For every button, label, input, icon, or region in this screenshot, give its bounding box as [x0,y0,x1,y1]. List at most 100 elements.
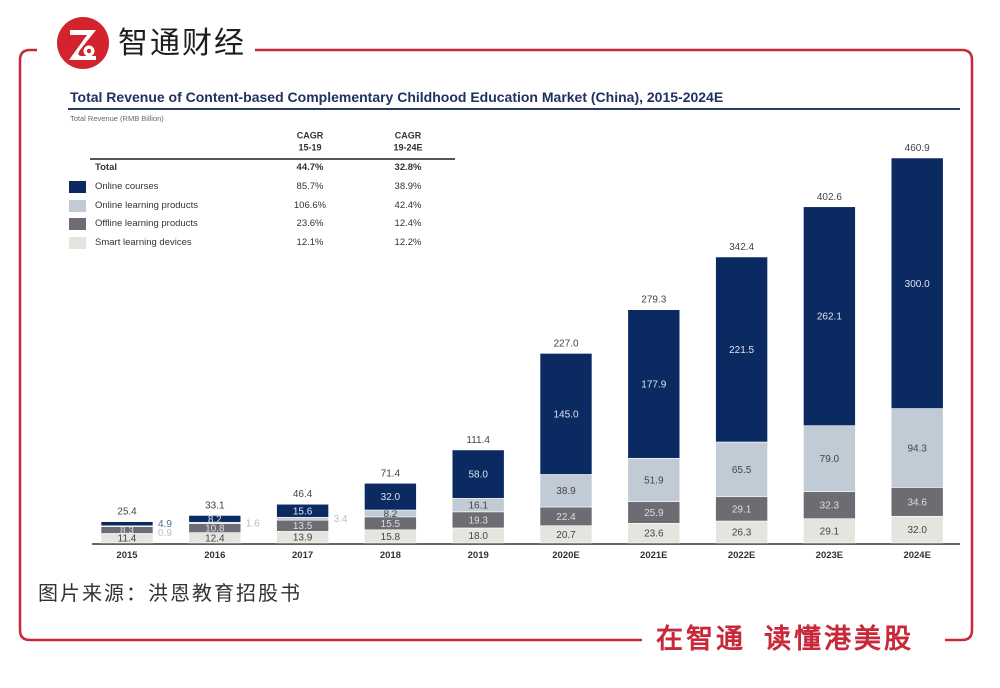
x-tick-label: 2015 [116,550,138,561]
segment-value-label: 34.6 [907,497,927,508]
cagr-col2-line2: 19-24E [393,142,423,153]
segment-value-label: 177.9 [641,379,666,390]
bar-segment-online-learning-products [539,474,593,508]
cagr-col2-line1: CAGR [394,130,422,141]
legend-label: Smart learning devices [95,236,192,248]
segment-value-label: 22.4 [556,512,576,523]
segment-value-label: 16.1 [468,501,488,512]
bar-segment-online-courses [890,157,944,409]
bar-segment-offline-learning-products [715,496,768,522]
x-tick-label: 2017 [292,550,313,561]
x-tick-label: 2024E [903,550,930,561]
segment-value-label: 221.5 [729,345,754,356]
legend-swatch [69,181,86,193]
segment-value-label: 12.4 [205,533,225,544]
segment-value-label: 8.2 [208,514,222,525]
brand-slogan: 在智通 读懂港美股 [650,622,920,658]
frame-left-border [18,48,642,642]
segment-value-label-outside: 3.4 [334,514,348,525]
bar-segment-online-courses [188,515,242,523]
segment-value-label: 94.3 [907,443,927,454]
cagr-19-24e: 12.4% [394,218,422,229]
bar-segment-online-courses [539,353,593,475]
cagr-19-24e: 12.2% [394,236,422,248]
segment-value-label: 26.3 [732,528,752,539]
bar-segment-online-courses [100,521,154,527]
x-tick-label: 2018 [380,550,401,561]
total-value-label: 71.4 [381,468,401,479]
segment-value-label: 8.2 [383,509,397,520]
x-tick-label: 2016 [204,550,225,561]
bar-segment-online-learning-products [890,408,944,488]
segment-value-label: 25.9 [644,508,664,519]
y-axis-label: Total Revenue (RMB Billion) [70,114,164,123]
bar-segment-online-courses [364,482,417,511]
total-value-label: 227.0 [553,338,578,349]
chart-title: Total Revenue of Content-based Complemen… [70,89,724,105]
segment-value-label: 32.0 [381,492,401,503]
segment-value-label: 58.0 [468,470,488,481]
total-value-label: 33.1 [205,500,225,511]
total-value-label: 460.9 [905,143,930,154]
bar-segment-online-learning-products [627,457,681,502]
segment-value-label-outside: 0.9 [158,528,172,539]
bar-segment-smart-learning-devices [890,515,944,544]
segment-value-label: 29.1 [820,526,840,537]
total-value-label: 25.4 [117,507,137,518]
segment-value-label: 300.0 [905,279,930,290]
zhitong-logo-icon [57,17,109,69]
segment-value-label: 23.6 [644,529,664,540]
legend-swatch [69,218,86,230]
segment-value-label-outside: 4.9 [158,519,172,530]
segment-value-label: 18.0 [468,531,488,542]
total-value-label: 342.4 [729,242,754,253]
bar-segment-offline-learning-products [890,487,944,517]
cagr-col1-line1: CAGR [296,130,324,141]
x-tick-label: 2022E [728,550,755,561]
total-cagr-19-24e: 32.8% [394,162,422,173]
segment-value-label: 262.1 [817,312,842,323]
frame-top-right-border [255,48,974,642]
cagr-col1-line2: 15-19 [298,142,322,153]
bar-segment-online-learning-products [276,516,329,521]
legend-label: Offline learning products [95,218,198,229]
segment-value-label: 65.5 [732,465,752,476]
segment-value-label: 32.0 [907,525,927,536]
brand-name: 智通财经 [118,24,254,64]
x-tick-label: 2020E [552,550,579,561]
legend-swatch [69,236,86,249]
cagr-19-24e: 38.9% [394,181,422,192]
segment-value-label: 13.5 [293,521,313,532]
cagr-15-19: 85.7% [296,181,324,192]
segment-value-label: 19.3 [468,515,488,526]
cagr-19-24e: 42.4% [394,199,422,211]
x-tick-label: 2019 [468,550,489,561]
segment-value-label: 15.5 [381,519,401,530]
segment-value-label: 11.4 [118,534,137,545]
segment-value-label: 145.0 [553,409,578,420]
segment-value-label: 8.3 [120,526,134,537]
segment-value-label: 32.3 [820,501,840,512]
legend-label: Online learning products [95,199,198,211]
total-value-label: 111.4 [466,435,490,446]
segment-value-label: 51.9 [644,475,664,486]
title-underline [68,108,960,110]
total-cagr-15-19: 44.7% [296,162,324,173]
bar-segment-online-courses [803,206,856,427]
legend-label: Online courses [95,181,159,192]
bar-segment-online-learning-products [803,425,856,493]
segment-value-label: 15.8 [381,532,401,543]
slogan-part2: 读懂港美股 [764,624,914,655]
segment-value-label: 29.1 [732,504,752,515]
x-tick-label: 2023E [816,550,843,561]
bar-segment-online-courses [276,503,329,518]
source-note: 图片来源：洪恩教育招股书 [38,581,302,605]
x-tick-label: 2021E [640,550,667,561]
cagr-15-19: 12.1% [296,236,324,248]
bar-segment-online-courses [627,309,681,459]
total-value-label: 279.3 [641,295,666,306]
segment-value-label: 15.6 [293,506,313,517]
total-value-label: 46.4 [293,489,313,500]
